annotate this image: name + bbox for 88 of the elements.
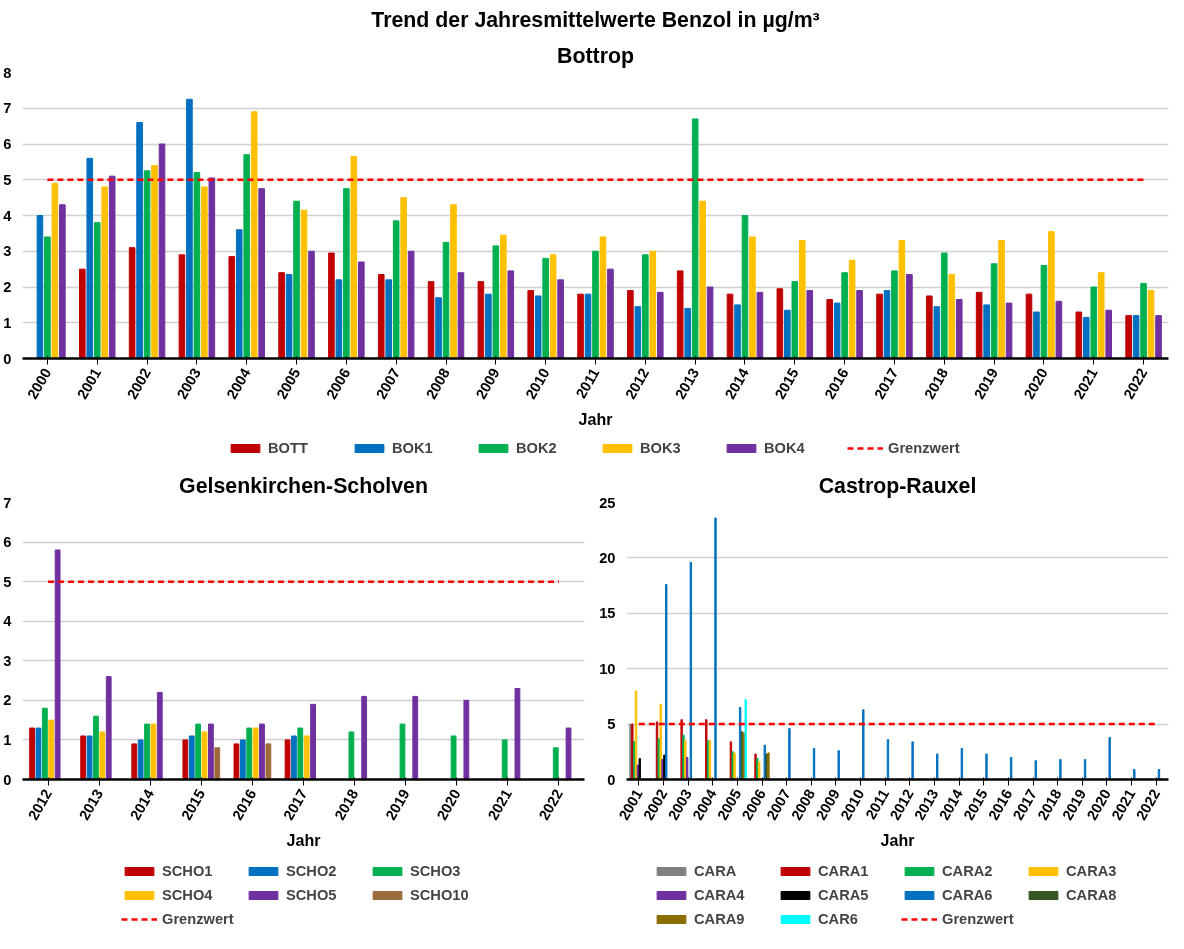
y-tick-label: 5 — [3, 573, 12, 590]
legend-label: CARA8 — [1066, 887, 1118, 903]
x-tick-label: 2013 — [671, 365, 703, 402]
legend-label: CARA3 — [1066, 863, 1118, 879]
x-tick-label: 2002 — [123, 365, 155, 402]
x-tick-label: 2020 — [433, 786, 464, 823]
y-tick-label: 10 — [599, 660, 616, 677]
legend-label: CARA1 — [818, 863, 870, 879]
x-tick-label: 2001 — [74, 365, 105, 402]
y-tick-label: 2 — [3, 279, 12, 295]
legend-label: CARA9 — [694, 911, 746, 927]
x-tick-label: 2018 — [331, 786, 362, 823]
x-tick-label: 2021 — [1070, 365, 1101, 402]
y-tick-label: 3 — [3, 243, 12, 260]
legend-label: CARA — [694, 863, 738, 879]
chart-title: Castrop-Rauxel — [818, 473, 977, 498]
x-tick-label: 2011 — [572, 365, 603, 402]
legend-label: SCHO3 — [410, 863, 462, 879]
x-tick-label: 2019 — [970, 365, 1002, 402]
y-tick-label: 8 — [3, 64, 12, 81]
x-tick-label: 2000 — [24, 365, 55, 402]
x-tick-label: 2005 — [273, 365, 304, 402]
x-axis-title: Jahr — [880, 831, 915, 849]
x-axis-title: Jahr — [578, 410, 613, 428]
x-tick-label: 2010 — [522, 365, 553, 402]
legend-label: CARA5 — [818, 887, 870, 903]
legend-label: BOTT — [268, 440, 309, 456]
legend-label: Grenzwert — [888, 440, 961, 456]
x-tick-label: 2017 — [280, 786, 311, 823]
y-tick-label: 7 — [3, 494, 12, 511]
chart-title: Gelsenkirchen-Scholven — [179, 473, 428, 498]
y-tick-label: 6 — [3, 136, 12, 152]
legend-label: CARA4 — [694, 887, 746, 903]
legend-label: SCHO10 — [410, 887, 470, 903]
legend-label: Grenzwert — [162, 911, 235, 927]
legend-label: BOK1 — [392, 440, 434, 456]
x-tick-label: 2022 — [535, 786, 566, 823]
legend-label: CARA6 — [942, 887, 994, 903]
x-tick-label: 2017 — [871, 365, 902, 402]
y-tick-label: 6 — [3, 534, 12, 551]
legend-label: SCHO1 — [162, 863, 214, 879]
y-tick-label: 4 — [3, 613, 13, 630]
legend-label: Grenzwert — [942, 911, 1015, 927]
x-tick-label: 2013 — [75, 786, 107, 823]
y-tick-label: 1 — [3, 314, 12, 331]
x-tick-label: 2022 — [1120, 365, 1151, 402]
x-tick-label: 2008 — [422, 365, 453, 402]
x-tick-label: 2014 — [721, 364, 753, 402]
y-tick-label: 25 — [599, 494, 616, 511]
legend-label: SCHO5 — [286, 887, 338, 903]
y-tick-label: 3 — [3, 652, 12, 669]
x-tick-label: 2016 — [821, 365, 852, 402]
legend-label: BOK3 — [640, 440, 682, 456]
y-tick-label: 0 — [607, 771, 616, 788]
y-tick-label: 2 — [3, 692, 12, 709]
legend-label: SCHO4 — [162, 887, 214, 903]
y-tick-label: 5 — [607, 716, 616, 733]
x-tick-label: 2007 — [373, 365, 404, 402]
x-axis-title: Jahr — [286, 831, 321, 849]
x-tick-label: 2009 — [472, 365, 503, 402]
y-tick-label: 1 — [3, 731, 12, 748]
y-tick-label: 7 — [3, 100, 12, 117]
y-tick-label: 0 — [3, 350, 12, 367]
legend-label: SCHO2 — [286, 863, 338, 879]
legend-label: CARA2 — [942, 863, 994, 879]
y-tick-label: 15 — [599, 605, 616, 622]
x-tick-label: 2015 — [178, 786, 209, 823]
x-tick-label: 2016 — [229, 786, 260, 823]
legend-label: BOK4 — [764, 440, 806, 456]
x-tick-label: 2014 — [127, 785, 158, 823]
x-tick-label: 2012 — [24, 786, 55, 823]
y-tick-label: 0 — [3, 771, 12, 788]
x-tick-label: 2006 — [323, 365, 354, 402]
x-tick-label: 2019 — [382, 786, 413, 823]
legend-label: BOK2 — [516, 440, 558, 456]
x-tick-label: 2018 — [921, 365, 952, 402]
x-tick-label: 2003 — [173, 365, 204, 402]
x-tick-label: 2021 — [484, 786, 515, 823]
x-tick-label: 2012 — [622, 365, 653, 402]
x-tick-label: 2015 — [771, 365, 802, 402]
x-tick-label: 2020 — [1020, 365, 1051, 402]
y-tick-label: 20 — [599, 549, 616, 566]
x-tick-label: 2004 — [223, 364, 255, 402]
y-tick-label: 5 — [3, 171, 12, 188]
y-tick-label: 4 — [3, 207, 13, 224]
chart-subtitle: Bottrop — [557, 43, 634, 68]
chart-title: Trend der Jahresmittelwerte Benzol in µg/m³ — [371, 7, 820, 32]
legend-label: CAR6 — [818, 911, 859, 927]
